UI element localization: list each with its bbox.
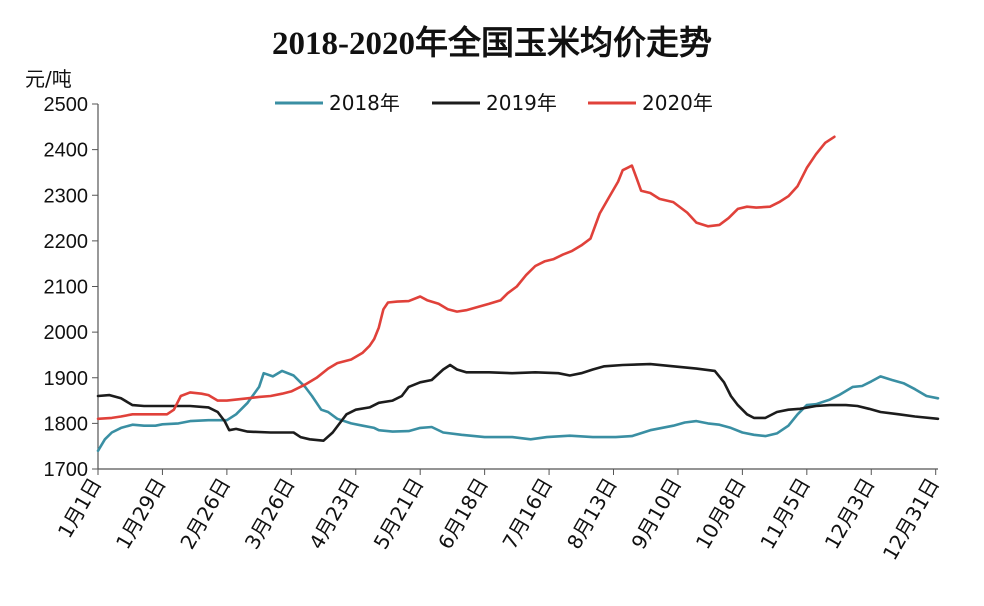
x-tick-label: 6月18日 [433, 474, 493, 554]
x-tick-label: 8月13日 [562, 474, 622, 554]
series-line-3 [96, 135, 836, 421]
y-tick-label: 2000 [44, 322, 89, 344]
y-axis-unit-label: 元/吨 [25, 67, 72, 91]
legend-label-2: 2019年 [486, 91, 557, 115]
x-tick-label: 3月26日 [240, 474, 300, 554]
x-tick-label: 12月3日 [820, 474, 880, 554]
x-tick-label: 4月23日 [304, 474, 364, 554]
y-tick-label: 1900 [44, 368, 89, 390]
series-line-1 [96, 369, 940, 453]
x-tick-label: 7月16日 [498, 474, 558, 554]
series-line-2 [96, 362, 940, 442]
chart-title: 2018-2020年全国玉米均价走势 [272, 26, 712, 62]
y-tick-label: 2200 [44, 231, 89, 253]
y-tick-label: 2100 [44, 277, 89, 299]
x-tick-label: 5月21日 [369, 474, 429, 554]
x-tick-label: 9月10日 [626, 474, 686, 554]
y-tick-label: 2400 [44, 140, 89, 162]
x-tick-label: 11月5日 [755, 474, 815, 554]
x-tick-label: 2月26日 [175, 474, 235, 554]
x-tick-label: 10月8日 [691, 474, 751, 554]
y-tick-label: 2300 [44, 185, 89, 207]
legend-label-1: 2018年 [329, 91, 400, 115]
x-tick-label: 12月31日 [878, 474, 944, 565]
x-tick-label: 1月29日 [111, 474, 171, 554]
legend-label-3: 2020年 [642, 91, 713, 115]
y-tick-label: 1800 [44, 413, 89, 435]
y-tick-label: 1700 [44, 459, 89, 481]
x-tick-label: 1月1日 [53, 474, 107, 543]
y-tick-label: 2500 [44, 94, 89, 116]
